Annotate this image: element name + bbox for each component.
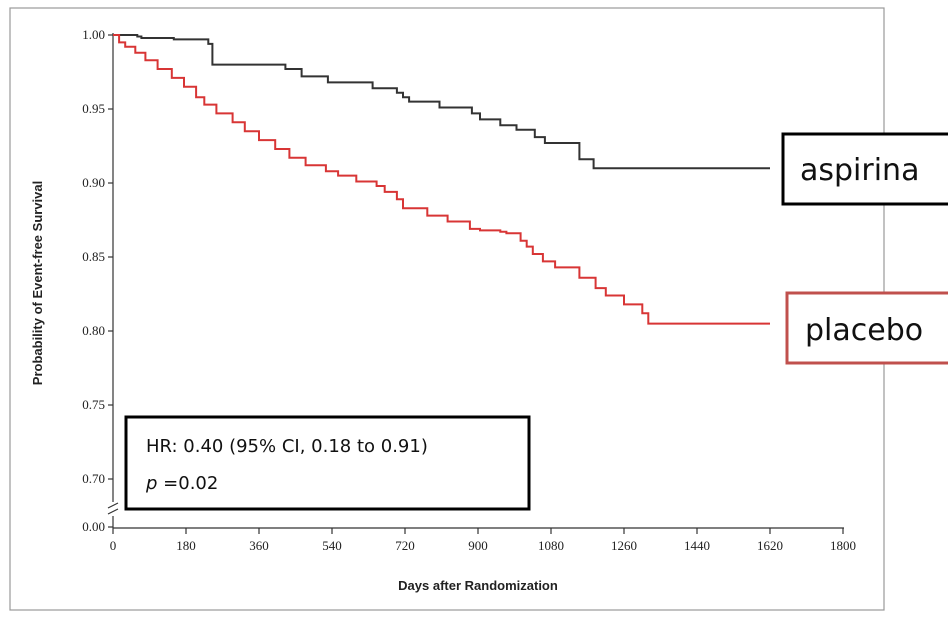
series-line-aspirina xyxy=(113,34,770,170)
legend-label-aspirina: aspirina xyxy=(800,153,919,188)
p-value-text: p =0.02 xyxy=(145,473,218,494)
y-tick-label: 0.90 xyxy=(82,175,105,190)
y-tick-label: 0.70 xyxy=(82,471,105,486)
y-tick-label: 0.95 xyxy=(82,101,105,116)
x-tick-label: 1620 xyxy=(757,538,783,553)
y-tick-label: 0.75 xyxy=(82,397,105,412)
legend-box-aspirina xyxy=(781,132,948,206)
x-tick-label: 0 xyxy=(110,538,117,553)
x-tick-label: 1800 xyxy=(830,538,856,553)
legend-label-placebo: placebo xyxy=(805,313,923,348)
x-tick-label: 1260 xyxy=(611,538,637,553)
y-tick-label: 0.80 xyxy=(82,323,105,338)
y-tick-label: 1.00 xyxy=(82,27,105,42)
figure-frame xyxy=(9,7,885,611)
x-axis-title: Days after Randomization xyxy=(398,578,558,593)
x-tick-label: 900 xyxy=(468,538,488,553)
legend-aspirina: aspirina xyxy=(781,132,948,206)
legend-box-placebo xyxy=(785,291,948,365)
x-tick-label: 180 xyxy=(176,538,196,553)
p-symbol: p xyxy=(145,473,157,494)
x-tick-label: 1080 xyxy=(538,538,564,553)
series-line-placebo xyxy=(113,34,770,325)
x-tick-label: 360 xyxy=(249,538,269,553)
y-tick-label: 0.85 xyxy=(82,249,105,264)
y-axis-break-mark xyxy=(107,502,119,515)
stats-annotation: HR: 0.40 (95% CI, 0.18 to 0.91) p =0.02 xyxy=(124,415,531,511)
series-layer xyxy=(113,34,770,325)
hazard-ratio-text: HR: 0.40 (95% CI, 0.18 to 0.91) xyxy=(146,436,428,457)
x-tick-label: 540 xyxy=(322,538,342,553)
x-tick-label: 1440 xyxy=(684,538,710,553)
y-axis-title: Probability of Event-free Survival xyxy=(30,181,45,385)
x-tick-label: 720 xyxy=(395,538,415,553)
p-value: =0.02 xyxy=(157,473,218,494)
legend-placebo: placebo xyxy=(785,291,948,365)
y-tick-label-zero: 0.00 xyxy=(82,519,105,534)
stats-box xyxy=(124,415,531,511)
tick-marks: 1.00 0.95 0.90 0.85 0.80 0.75 0.70 0.00 0 180 360 5… xyxy=(82,27,856,553)
